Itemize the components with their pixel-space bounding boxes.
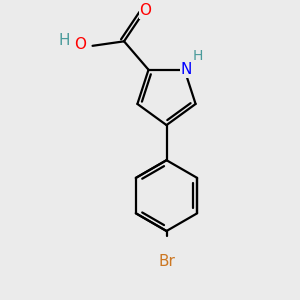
Text: N: N bbox=[180, 62, 192, 77]
Text: H: H bbox=[58, 33, 70, 48]
Text: Br: Br bbox=[158, 254, 175, 268]
Text: O: O bbox=[140, 3, 152, 18]
Text: H: H bbox=[193, 49, 203, 63]
Text: O: O bbox=[74, 37, 86, 52]
